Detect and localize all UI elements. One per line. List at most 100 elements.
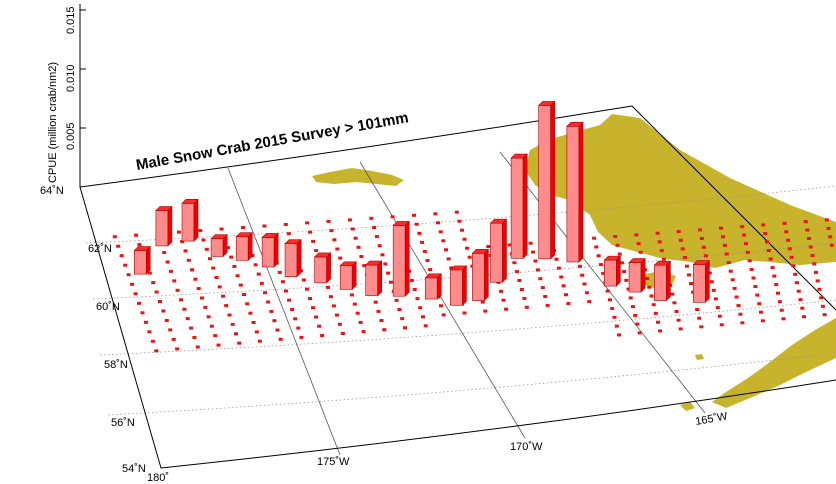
station-marker [305, 221, 310, 225]
station-marker [462, 311, 467, 315]
station-marker [116, 244, 121, 248]
station-marker [158, 300, 162, 303]
station-marker [349, 293, 354, 297]
graticule [79, 105, 836, 469]
station-marker [253, 263, 258, 267]
station-marker [337, 322, 342, 326]
station-marker [802, 315, 806, 319]
station-marker [216, 343, 221, 347]
station-marker [164, 319, 169, 322]
station-marker [724, 252, 729, 256]
station-marker [757, 302, 762, 306]
station-marker [356, 245, 361, 249]
station-marker [214, 276, 219, 279]
station-marker [730, 278, 735, 282]
map-frame [79, 105, 836, 469]
station-marker [719, 323, 724, 327]
station-marker [126, 273, 131, 277]
station-marker [789, 255, 794, 259]
station-marker [628, 296, 633, 300]
lat-label: 58˚N [104, 359, 128, 371]
cpue-bar [510, 153, 528, 260]
station-marker [612, 315, 617, 319]
station-marker [499, 289, 503, 293]
lon-label: 170˚W [510, 441, 543, 453]
station-marker [226, 246, 230, 250]
station-marker [719, 226, 723, 230]
station-marker [656, 320, 660, 324]
station-marker [438, 230, 443, 234]
station-marker [545, 303, 550, 307]
cpue-bar [471, 248, 490, 302]
station-marker [617, 333, 621, 337]
station-marker [695, 308, 700, 311]
station-marker [383, 262, 388, 266]
station-marker [449, 266, 454, 270]
station-marker [193, 277, 198, 281]
station-marker [566, 302, 571, 305]
station-marker [803, 220, 808, 224]
station-marker [598, 263, 603, 267]
longitude-gridline [359, 161, 526, 439]
station-marker [421, 315, 425, 319]
station-marker [678, 238, 683, 242]
lon-label: 175˚W [317, 456, 350, 468]
station-marker [587, 300, 592, 304]
cpue-bar [313, 252, 332, 284]
longitude-gridline [499, 151, 706, 414]
cpue-bar [449, 265, 468, 307]
station-marker [822, 313, 827, 317]
station-marker [630, 305, 635, 309]
station-marker [235, 274, 240, 278]
station-marker [311, 239, 316, 243]
station-marker [423, 324, 428, 328]
cpue-bar [339, 261, 357, 291]
station-marker [379, 319, 384, 322]
station-marker [213, 334, 218, 338]
station-marker [784, 230, 789, 234]
station-marker [543, 295, 548, 298]
cpue-bar [155, 205, 173, 247]
station-marker [794, 281, 799, 285]
station-marker [740, 225, 745, 229]
station-marker [659, 249, 664, 253]
cpue-bar [133, 245, 151, 275]
station-marker [201, 238, 206, 242]
latitude-gridline [99, 299, 836, 356]
station-marker [501, 298, 506, 302]
station-marker [820, 304, 825, 308]
station-marker [386, 271, 391, 275]
station-marker [287, 298, 292, 302]
station-marker [326, 285, 330, 289]
station-marker [824, 218, 829, 222]
station-marker [480, 300, 485, 304]
station-marker [308, 230, 313, 234]
alaska-mainland-land [525, 114, 836, 268]
station-marker [538, 277, 543, 281]
station-marker [189, 326, 194, 330]
station-marker [711, 288, 716, 292]
station-marker [791, 264, 796, 268]
station-marker [334, 313, 339, 317]
station-marker [314, 249, 319, 253]
station-marker [728, 269, 733, 273]
station-marker [203, 305, 208, 309]
cpue-bar [364, 260, 383, 297]
station-marker [224, 304, 229, 308]
station-marker [596, 254, 601, 258]
station-marker [425, 259, 430, 262]
station-marker [256, 272, 261, 276]
station-marker [584, 291, 589, 295]
station-marker [658, 329, 663, 333]
station-marker [332, 238, 337, 242]
station-marker [355, 311, 360, 315]
station-marker [674, 310, 679, 313]
station-marker [373, 300, 378, 304]
station-marker [412, 288, 417, 291]
station-marker [661, 257, 666, 261]
station-marker [286, 232, 291, 236]
fox-islands-land [680, 402, 695, 411]
station-marker [390, 215, 395, 219]
cpue-axis-title: CPUE (million crab/nm2) [47, 62, 59, 183]
station-marker [768, 257, 773, 261]
